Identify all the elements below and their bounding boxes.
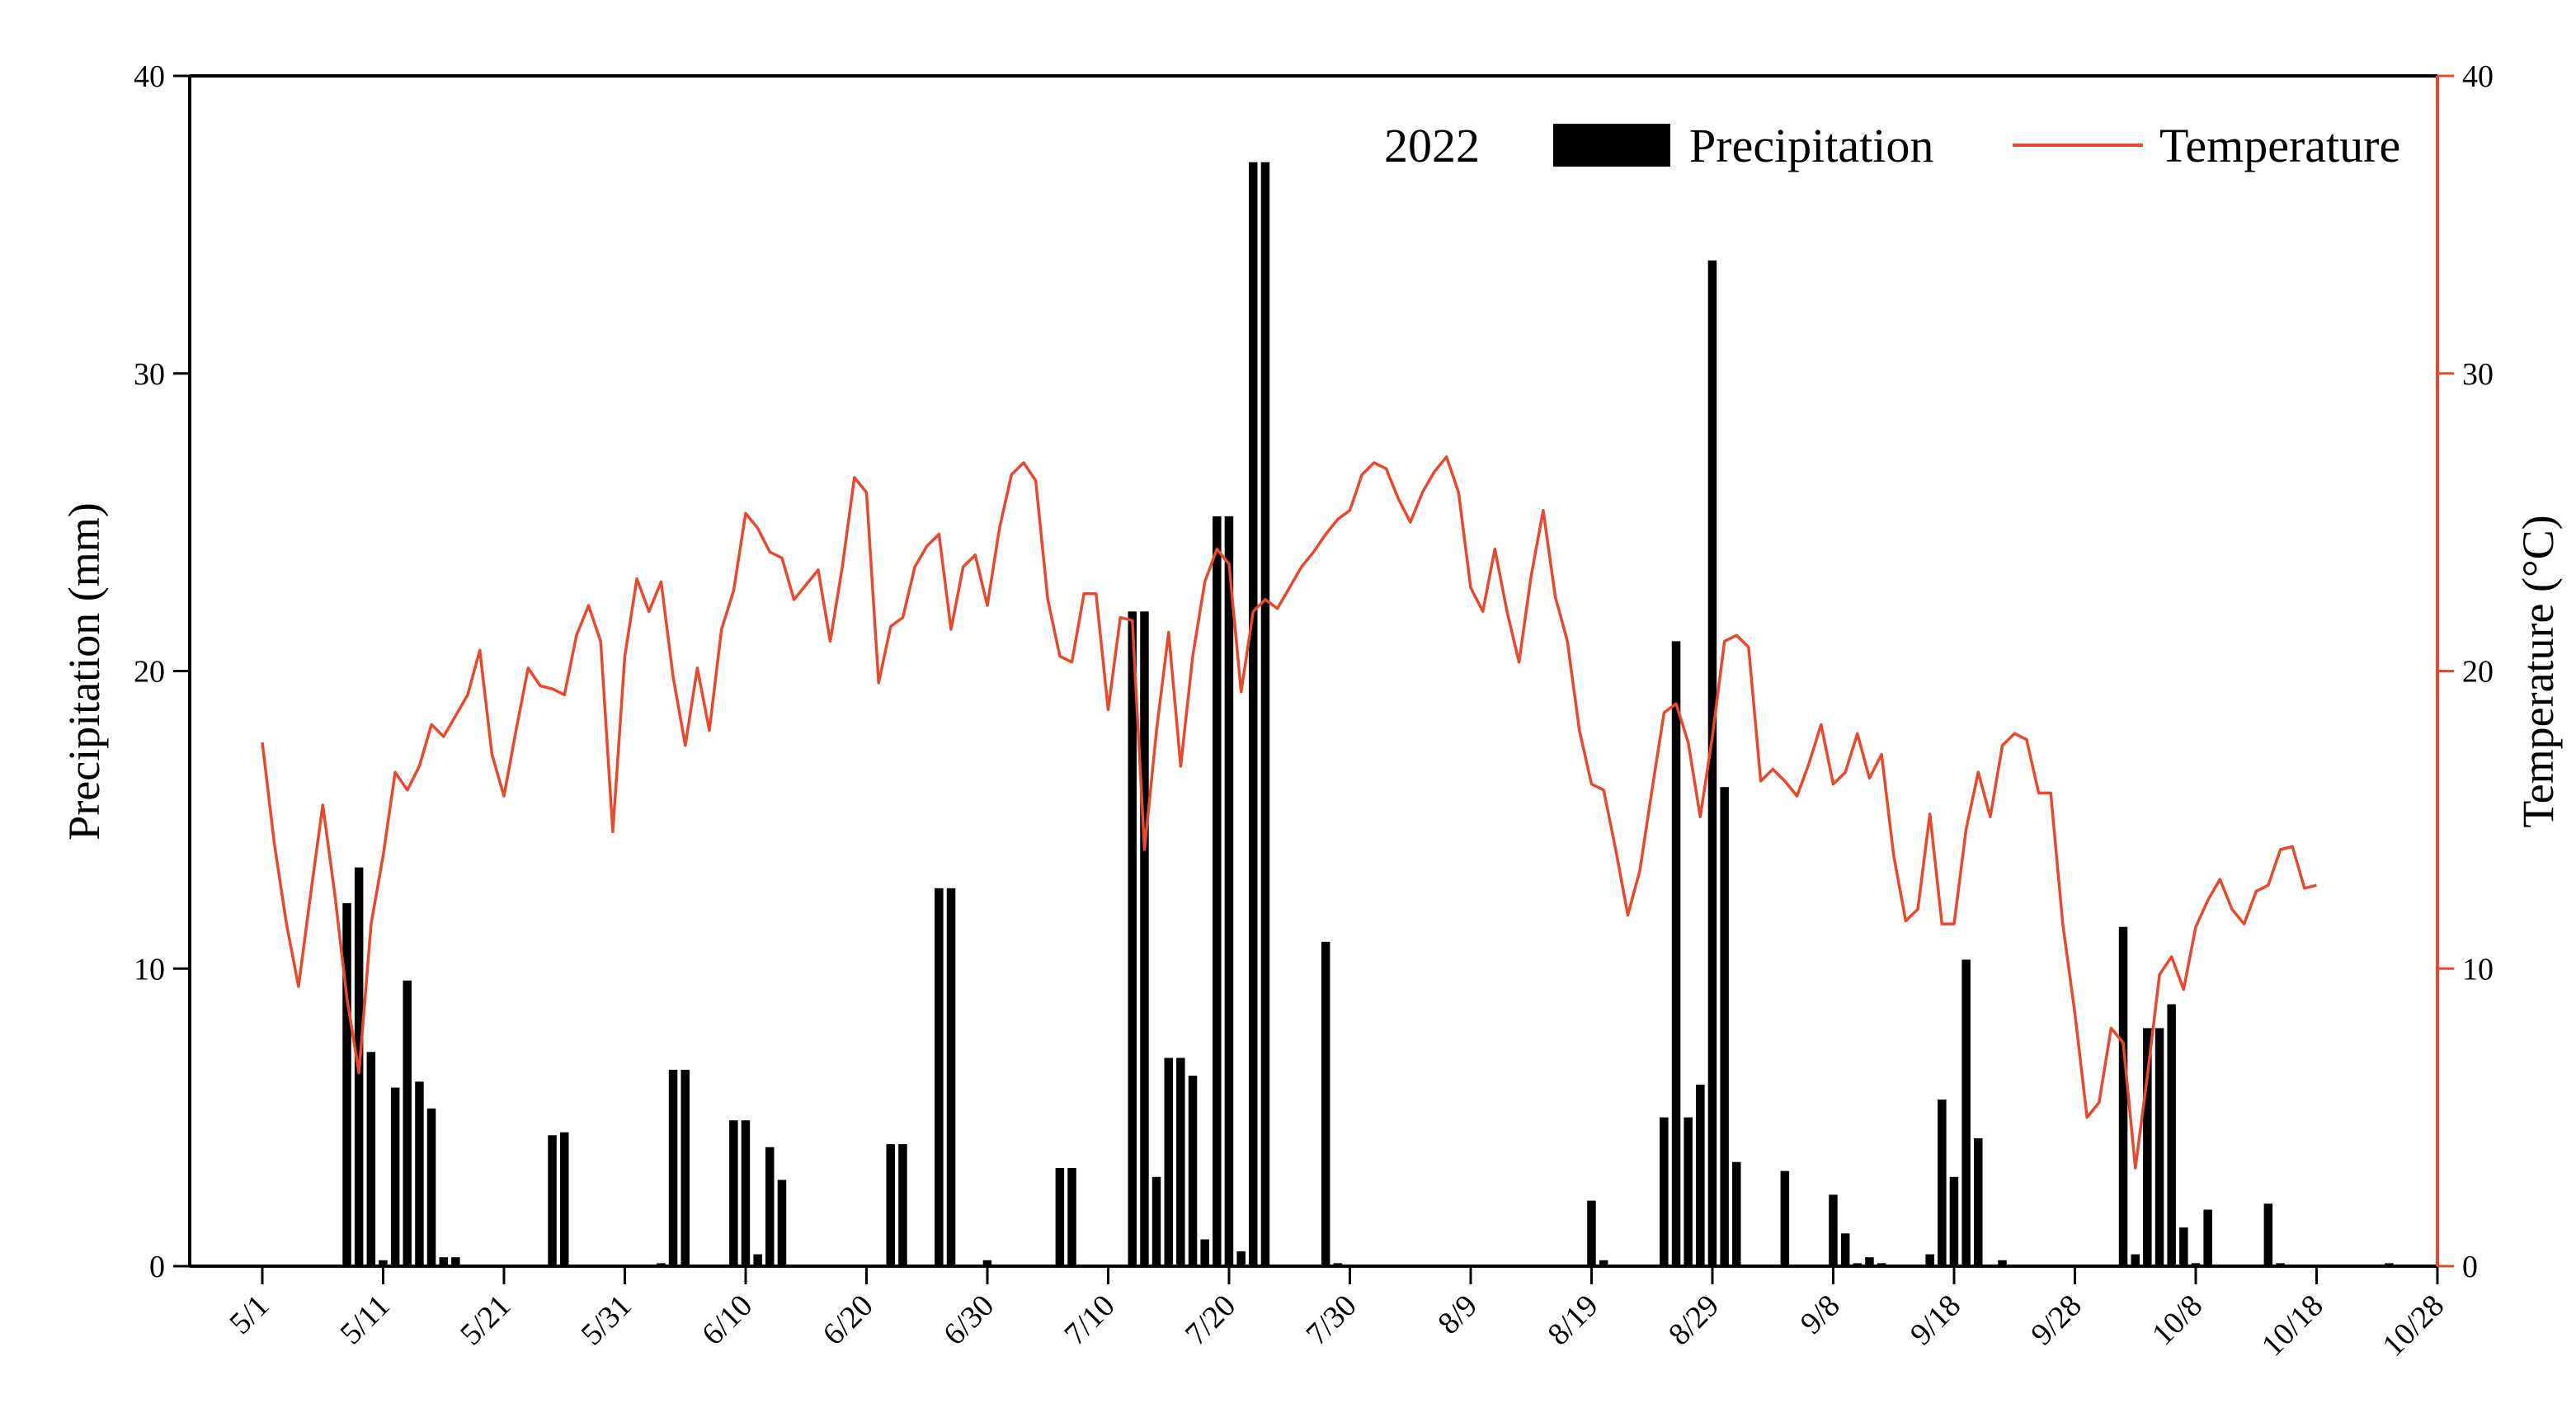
precipitation-bar [1780,1170,1790,1266]
precipitation-bar [886,1144,895,1266]
precipitation-bar [1055,1168,1065,1266]
precipitation-bar [451,1257,460,1266]
right-tick-label: 20 [2462,655,2494,690]
precipitation-bar [741,1120,751,1266]
precipitation-bar [1938,1100,1947,1266]
precipitation-bar [1949,1176,1959,1266]
precipitation-bar [1188,1076,1198,1266]
left-axis-ticks: 0 10 20 30 40 [134,59,190,1284]
precipitation-bar [1151,1176,1161,1266]
precipitation-bar [1707,260,1717,1267]
precipitation-bar [1587,1200,1596,1266]
precipitation-bar [680,1069,690,1266]
precipitation-bar [426,1108,436,1266]
precipitation-bar [2143,1028,2152,1266]
left-tick-label: 40 [134,59,165,94]
left-axis-title: Precipitation (mm) [59,502,109,840]
left-tick-label: 20 [134,655,165,690]
precipitation-bar [1067,1168,1076,1266]
precipitation-bar [1660,1117,1669,1266]
precipitation-bar [1696,1084,1705,1266]
precipitation-bar [1998,1260,2007,1266]
precipitation-bar [753,1254,762,1266]
precipitation-bar [366,1052,376,1266]
legend-year: 2022 [1384,119,1480,172]
precipitation-bar [2179,1227,2188,1266]
right-tick-label: 10 [2462,952,2494,987]
right-tick-label: 40 [2462,59,2494,94]
precipitation-bar [1829,1194,1838,1266]
precipitation-bar [1671,641,1681,1266]
temperature-line [261,455,2317,1170]
precipitation-bar [1732,1161,1741,1266]
precipitation-bar [1236,1251,1246,1266]
precipitation-bar [946,888,956,1266]
precipitation-bar [403,980,412,1266]
precipitation-bar [1865,1257,1874,1266]
precipitation-bar [2155,1028,2164,1266]
precipitation-bar [1176,1057,1185,1266]
left-tick-label: 10 [134,952,165,987]
precipitation-bar [1200,1239,1209,1266]
precipitation-bar [2263,1203,2273,1266]
precipitation-bar [898,1144,907,1266]
precipitation-bar [439,1257,448,1266]
precipitation-bar [342,902,351,1266]
precipitation-bar [1925,1254,1934,1266]
precipitation-bar [1213,516,1222,1266]
legend-precipitation-label: Precipitation [1689,119,1933,172]
precipitation-bar [729,1120,738,1266]
precipitation-bar [390,1087,400,1266]
right-tick-label: 30 [2462,357,2494,392]
left-tick-label: 30 [134,357,165,392]
legend: 2022 Precipitation Temperature [1384,119,2400,172]
precipitation-bar [1260,162,1270,1267]
right-tick-label: 0 [2462,1250,2478,1284]
legend-precipitation-swatch [1553,124,1670,167]
precipitation-bar [2118,926,2128,1266]
precipitation-bar [1140,611,1149,1266]
precipitation-bar [560,1132,569,1266]
precipitation-bar [1128,611,1137,1266]
precipitation-bar [1599,1260,1608,1266]
precipitation-bar [1961,959,1971,1266]
precipitation-bar [2131,1254,2140,1266]
legend-temperature-label: Temperature [2159,119,2400,172]
precipitation-bar [1720,787,1729,1266]
precipitation-bar [1164,1057,1173,1266]
precipitation-bars [342,162,2394,1267]
right-axis-title: Temperature (°C) [2513,515,2563,827]
precipitation-bar [1684,1117,1693,1266]
precipitation-bar [2167,1004,2176,1266]
precipitation-bar [1321,941,1330,1266]
precipitation-bar [1840,1233,1850,1266]
precipitation-bar [1249,162,1258,1267]
right-axis-ticks: 0 10 20 30 40 [2437,59,2494,1284]
precipitation-bar [765,1147,775,1266]
precipitation-bar [777,1180,787,1266]
precipitation-bar [935,888,944,1266]
left-tick-label: 0 [149,1250,165,1284]
precipitation-bar [379,1260,388,1266]
precipitation-bar [1974,1137,1983,1266]
precipitation-bar [415,1081,424,1266]
precipitation-bar [1224,516,1234,1266]
precipitation-bar [2203,1209,2212,1266]
precipitation-bar [548,1135,557,1266]
precipitation-bar [982,1260,992,1266]
precipitation-bar [668,1069,678,1266]
